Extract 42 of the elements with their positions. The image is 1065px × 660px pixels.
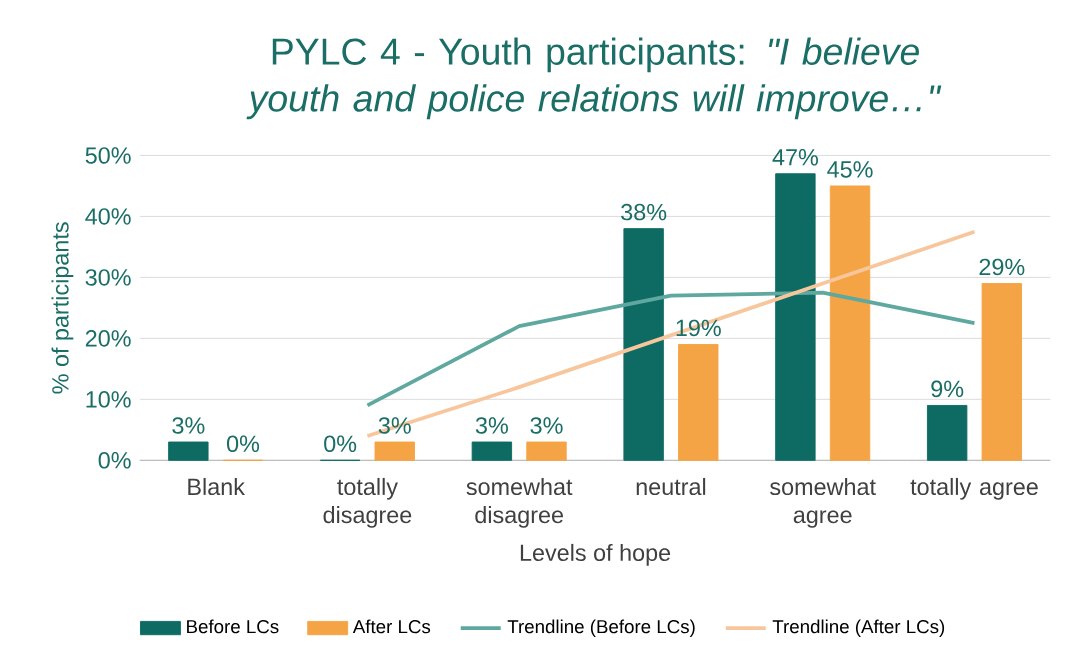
- bar: [374, 441, 415, 461]
- bar: [926, 404, 968, 461]
- data-label: 3%: [378, 417, 411, 434]
- y-tick-label: 30%: [85, 269, 131, 286]
- data-label: 3%: [530, 417, 563, 434]
- bar: [623, 228, 664, 461]
- bar: [168, 441, 209, 461]
- y-tick-label: 10%: [86, 391, 131, 408]
- bar: [526, 441, 567, 461]
- x-tick-label: totally agree: [910, 477, 1038, 500]
- data-label: 47%: [772, 149, 818, 166]
- data-label: 3%: [475, 417, 508, 434]
- bar: [775, 173, 816, 461]
- y-axis-title: % of participants: [51, 222, 74, 394]
- bar: [981, 283, 1022, 461]
- chart-title: PYLC 4 - Youth participants: "I believe youth and police relations will improve…": [246, 37, 942, 120]
- y-tick-label: 50%: [85, 147, 131, 164]
- y-tick-label: 0%: [98, 452, 131, 469]
- bar: [829, 185, 871, 461]
- data-label: 29%: [979, 258, 1025, 276]
- legend-label: Trendline (After LCs): [772, 619, 945, 637]
- bar: [471, 441, 513, 461]
- x-tick-label: totally disagree: [323, 477, 412, 528]
- data-label: 38%: [621, 203, 667, 221]
- data-label: 19%: [676, 319, 721, 337]
- legend-label: Before LCs: [187, 619, 279, 634]
- x-axis-title: Levels of hope: [520, 543, 671, 566]
- bar: [678, 344, 719, 461]
- data-label: 0%: [324, 435, 357, 453]
- data-label: 3%: [172, 417, 205, 434]
- line-series: [365, 290, 977, 408]
- legend-label: Trendline (Before LCs): [507, 619, 695, 637]
- y-tick-label: 40%: [85, 208, 131, 225]
- x-tick-label: neutral: [636, 477, 706, 496]
- data-label: 0%: [227, 435, 260, 453]
- x-tick-label: Blank: [188, 477, 245, 496]
- legend-label: After LCs: [352, 619, 431, 634]
- x-tick-label: somewhat disagree: [466, 477, 573, 528]
- data-label: 45%: [827, 161, 873, 178]
- data-label: 9%: [931, 380, 964, 398]
- x-tick-label: somewhat agree: [770, 477, 876, 528]
- y-tick-label: 20%: [85, 330, 131, 347]
